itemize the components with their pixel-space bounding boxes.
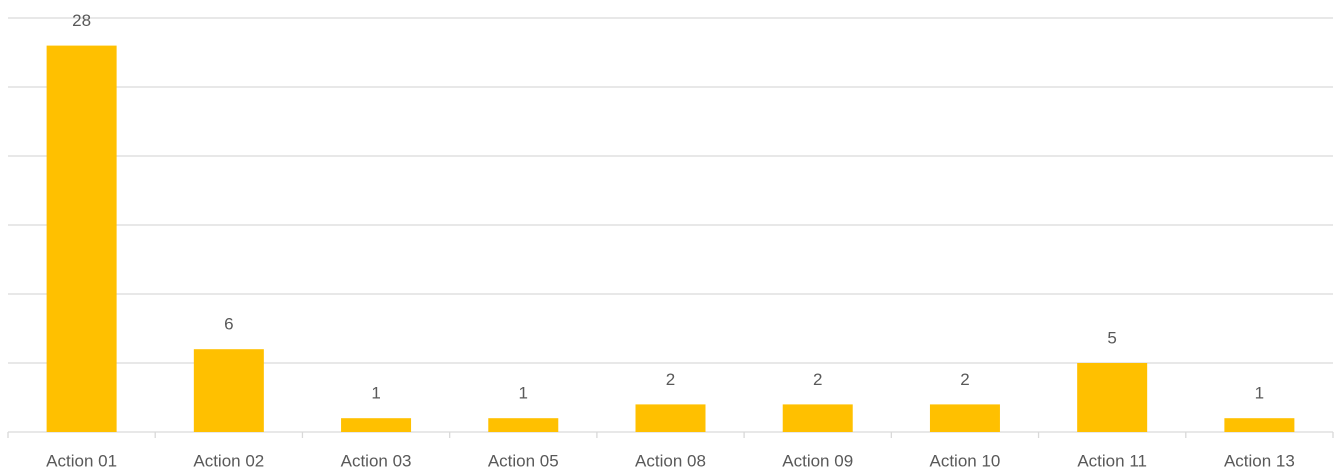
bar — [782, 404, 853, 432]
data-label: 2 — [960, 370, 969, 389]
x-tick-label: Action 01 — [46, 451, 117, 470]
data-label: 1 — [519, 384, 528, 403]
x-tick-label: Action 11 — [1077, 451, 1147, 470]
x-tick-label: Action 03 — [341, 451, 412, 470]
bar — [1224, 418, 1295, 432]
data-label: 6 — [224, 315, 233, 334]
x-tick-label: Action 08 — [635, 451, 706, 470]
bar — [488, 418, 559, 432]
data-label: 2 — [813, 370, 822, 389]
bar — [635, 404, 706, 432]
data-label: 5 — [1107, 328, 1116, 347]
data-label: 28 — [72, 11, 91, 30]
x-tick-label: Action 10 — [929, 451, 1000, 470]
x-tick-label: Action 05 — [488, 451, 559, 470]
data-label: 1 — [1255, 384, 1264, 403]
data-label: 2 — [666, 370, 675, 389]
x-tick-label: Action 02 — [193, 451, 264, 470]
bar — [1077, 363, 1148, 432]
bar — [193, 349, 264, 432]
bar — [929, 404, 1000, 432]
x-tick-label: Action 13 — [1224, 451, 1295, 470]
data-label: 1 — [371, 384, 380, 403]
bar — [46, 45, 117, 432]
bar — [341, 418, 412, 432]
x-tick-label: Action 09 — [782, 451, 853, 470]
